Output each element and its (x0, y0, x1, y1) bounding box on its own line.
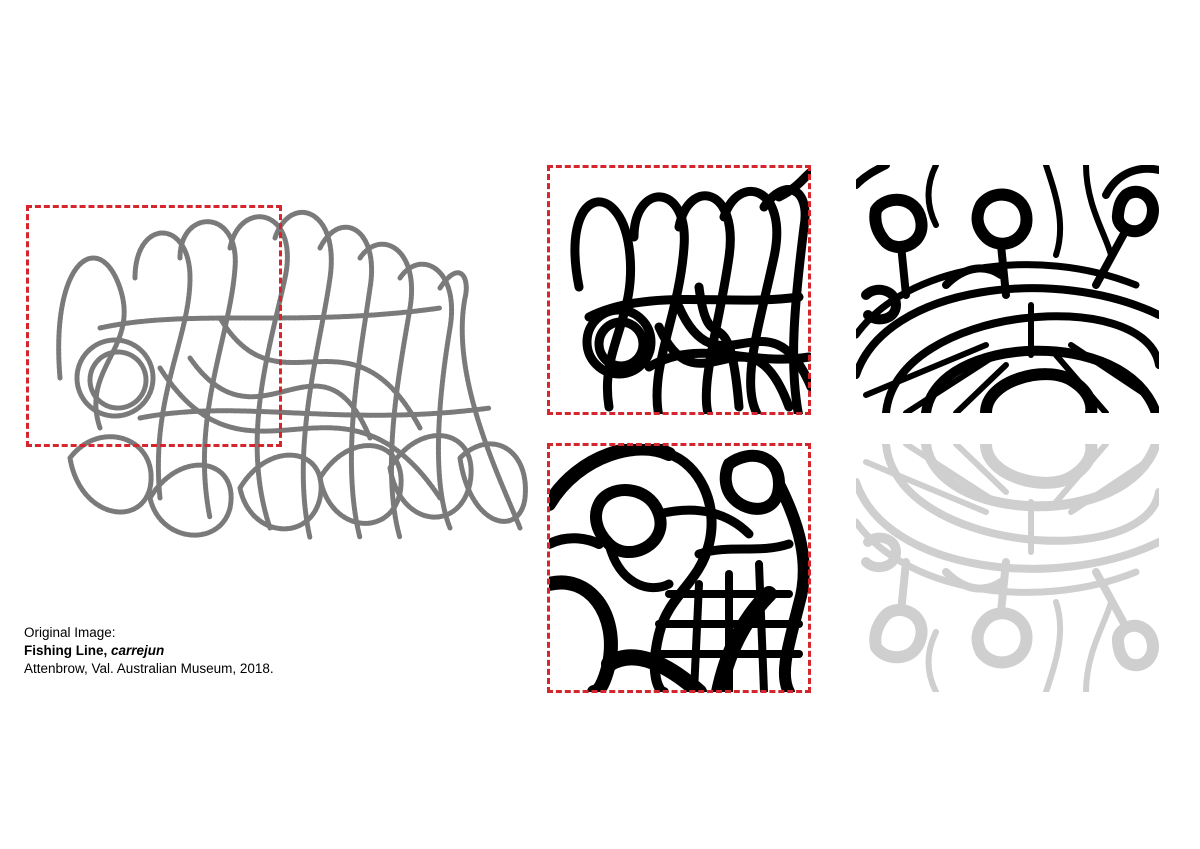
caption-title: Fishing Line, carrejun (24, 642, 274, 660)
original-rope-image (40, 198, 540, 560)
image-caption: Original Image: Fishing Line, carrejun A… (24, 624, 274, 678)
traced-loops-image (549, 167, 811, 414)
radial-pattern-grey-panel (856, 444, 1159, 692)
radial-pattern-black-panel (856, 165, 1159, 413)
cell-pattern-image (549, 444, 811, 692)
fishing-line-photo (40, 198, 540, 560)
traced-loops-panel (549, 167, 811, 414)
caption-title-main: Fishing Line, (24, 643, 111, 658)
radial-pattern-grey-image (856, 444, 1159, 692)
caption-label: Original Image: (24, 624, 274, 642)
cell-pattern-panel (549, 444, 811, 692)
caption-title-italic: carrejun (111, 643, 164, 658)
radial-pattern-black-image (856, 165, 1159, 413)
caption-credit: Attenbrow, Val. Australian Museum, 2018. (24, 660, 274, 678)
